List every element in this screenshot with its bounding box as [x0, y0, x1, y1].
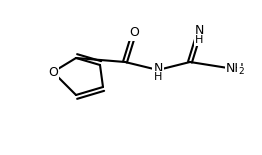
Text: 2: 2 — [238, 66, 244, 75]
Text: O: O — [129, 27, 139, 40]
Text: H: H — [195, 35, 203, 45]
Text: O: O — [48, 66, 58, 78]
Text: N: N — [194, 24, 204, 38]
Text: NH: NH — [226, 62, 245, 75]
Text: N: N — [153, 62, 163, 75]
Text: H: H — [154, 72, 162, 82]
